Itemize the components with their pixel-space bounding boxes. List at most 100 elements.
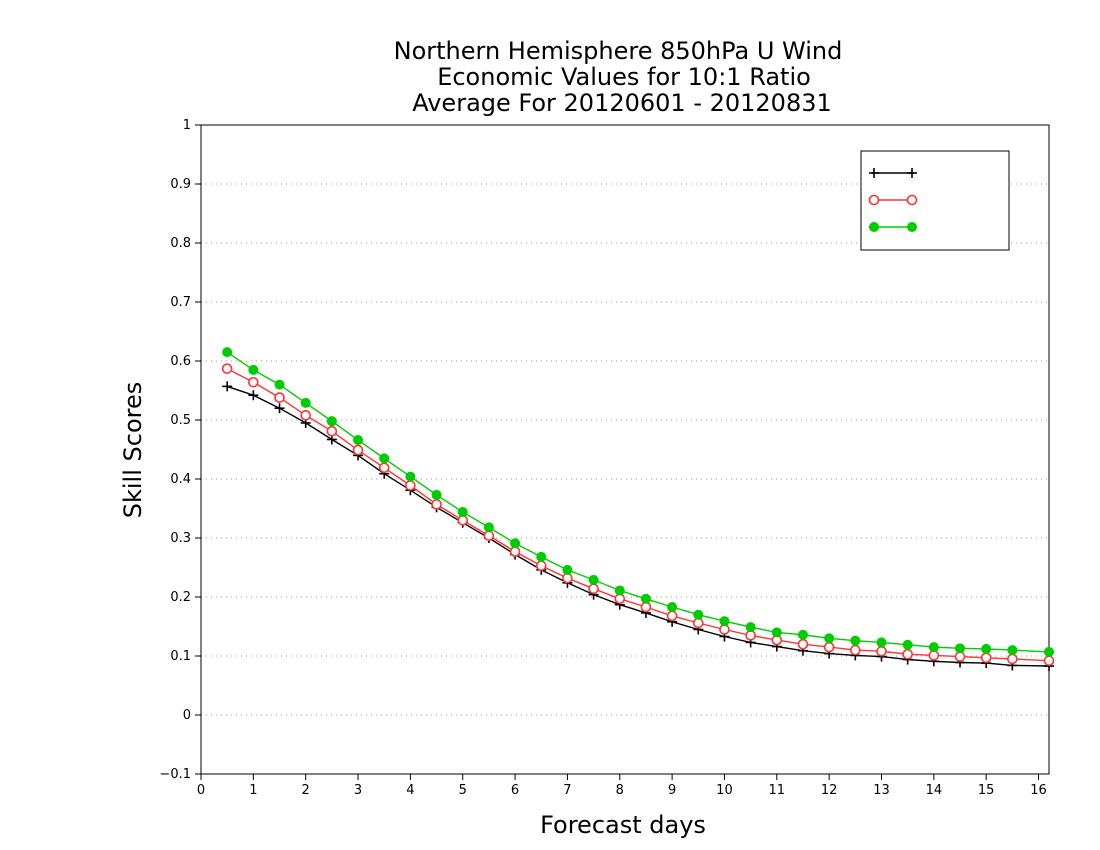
data-point — [692, 617, 704, 629]
x-tick-label: 1 — [249, 783, 257, 798]
data-point — [222, 347, 233, 358]
x-tick-label: 0 — [197, 783, 205, 798]
chart-title-line-2: Economic Values for 10:1 Ratio — [437, 63, 811, 91]
data-point — [745, 630, 756, 641]
data-point — [902, 639, 913, 650]
data-point — [907, 168, 917, 178]
data-point — [693, 609, 704, 620]
data-point — [483, 530, 495, 541]
data-point — [379, 453, 390, 464]
data-point — [902, 648, 913, 660]
x-tick-label: 16 — [1030, 783, 1047, 798]
x-tick-label: 3 — [354, 783, 362, 798]
y-tick-label: −0.1 — [159, 767, 191, 782]
data-point — [326, 416, 337, 427]
x-tick-label: 5 — [459, 783, 467, 798]
plot-frame — [200, 124, 1050, 775]
data-point — [457, 514, 469, 526]
series-line — [226, 368, 1050, 662]
data-point — [614, 593, 626, 605]
data-point — [797, 638, 809, 650]
x-tick-label: 7 — [563, 783, 571, 798]
series-3 — [222, 347, 1054, 657]
data-point — [850, 635, 861, 646]
data-point — [457, 507, 468, 518]
data-point — [326, 425, 338, 437]
data-point — [869, 168, 879, 178]
y-axis-title: Skill Scores — [119, 382, 147, 519]
axis-ticks: −0.100.10.20.30.40.50.60.70.80.910 1 2 3 4 5 6… — [159, 118, 1046, 798]
data-point — [510, 538, 521, 549]
series-2 — [221, 363, 1055, 667]
series-line — [226, 351, 1050, 653]
chart-title-line-3: Average For 20120601 - 20120831 — [412, 89, 832, 117]
data-point — [405, 480, 416, 491]
data-point — [1007, 645, 1018, 656]
data-point — [535, 560, 547, 572]
data-point — [955, 643, 966, 654]
y-tick-label: 0 — [183, 708, 191, 723]
y-tick-label: 0.7 — [170, 295, 191, 310]
x-tick-label: 2 — [302, 783, 310, 798]
data-point — [667, 602, 678, 613]
data-point — [274, 379, 285, 390]
data-point — [906, 194, 918, 206]
data-point — [405, 471, 416, 482]
data-point — [980, 652, 992, 664]
y-tick-label: 0.2 — [170, 590, 191, 605]
data-point — [483, 522, 494, 533]
y-tick-label: 0.4 — [170, 472, 191, 487]
data-point — [907, 222, 917, 232]
data-point — [274, 403, 285, 414]
data-point — [640, 601, 652, 613]
legend — [860, 150, 1010, 251]
data-point — [797, 629, 808, 640]
y-tick-label: 0.3 — [170, 531, 191, 546]
data-point — [378, 462, 390, 474]
data-point — [823, 641, 835, 653]
data-point — [1043, 655, 1055, 667]
data-point — [562, 572, 573, 584]
data-point — [876, 637, 887, 648]
data-point — [850, 644, 861, 656]
x-tick-label: 12 — [821, 783, 838, 798]
data-point — [1044, 646, 1054, 657]
data-point — [248, 364, 259, 375]
data-point — [562, 564, 573, 575]
x-axis-title: Forecast days — [540, 811, 706, 839]
legend-item-1 — [869, 168, 917, 178]
y-tick-label: 0.9 — [170, 177, 191, 192]
data-point — [588, 583, 599, 595]
data-point — [352, 444, 364, 456]
data-point — [353, 435, 364, 446]
gridlines — [201, 183, 1049, 716]
data-point — [248, 390, 259, 401]
data-point — [928, 642, 939, 653]
data-point — [745, 622, 756, 633]
series-lines — [221, 347, 1055, 672]
x-tick-label: 15 — [978, 783, 995, 798]
x-tick-label: 14 — [926, 783, 943, 798]
y-tick-label: 0.5 — [170, 413, 191, 428]
data-point — [954, 651, 966, 662]
data-point — [614, 585, 625, 596]
data-point — [431, 489, 442, 500]
legend-item-3 — [869, 222, 917, 232]
data-point — [248, 376, 259, 388]
data-point — [869, 222, 879, 232]
x-tick-label: 6 — [511, 783, 519, 798]
data-point — [719, 616, 730, 627]
data-point — [536, 551, 547, 562]
data-point — [588, 574, 599, 585]
data-point — [509, 546, 521, 557]
series-1 — [222, 381, 1054, 672]
data-point — [221, 363, 233, 374]
data-point — [1007, 653, 1018, 665]
data-point — [771, 627, 782, 638]
data-point — [981, 643, 992, 654]
data-point — [928, 650, 940, 661]
y-tick-label: 0.1 — [170, 649, 191, 664]
data-point — [222, 381, 233, 392]
series-line — [226, 385, 1050, 667]
data-point — [274, 392, 285, 403]
